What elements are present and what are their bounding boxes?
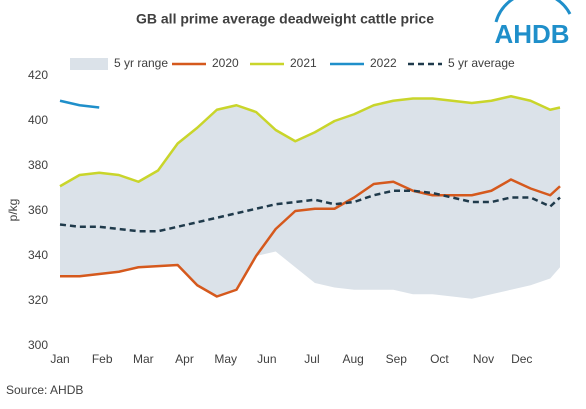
x-tick-label: Nov: [473, 352, 494, 366]
range-area: [60, 96, 560, 299]
y-tick-label: 400: [28, 113, 48, 127]
x-tick-label: Aug: [342, 352, 363, 366]
x-tick-label: Oct: [430, 352, 449, 366]
x-tick-label: Jan: [50, 352, 69, 366]
x-tick-label: Dec: [511, 352, 532, 366]
x-tick-label: May: [214, 352, 237, 366]
x-tick-label: Apr: [175, 352, 194, 366]
line-series: [59, 95, 561, 188]
legend-label: 2021: [290, 56, 317, 70]
x-tick-label: Mar: [133, 352, 154, 366]
line-series: [59, 189, 561, 233]
y-tick-label: 380: [28, 158, 48, 172]
line-series: [59, 99, 100, 109]
y-tick-label: 300: [28, 338, 48, 352]
x-tick-label: Sep: [386, 352, 408, 366]
y-tick-label: 420: [28, 68, 48, 82]
x-tick-label: Feb: [92, 352, 113, 366]
chart-title: GB all prime average deadweight cattle p…: [136, 11, 434, 27]
legend-label: 5 yr average: [448, 56, 515, 70]
y-tick-label: 320: [28, 293, 48, 307]
legend-swatch: [70, 58, 108, 70]
legend-label: 2020: [212, 56, 239, 70]
x-tick-label: Jul: [304, 352, 319, 366]
y-tick-label: 360: [28, 203, 48, 217]
x-tick-label: Jun: [257, 352, 276, 366]
legend-label: 5 yr range: [114, 56, 168, 70]
line-series: [60, 178, 561, 298]
logo: AHDB: [494, 19, 569, 49]
y-tick-label: 340: [28, 248, 48, 262]
source: Source: AHDB: [6, 383, 83, 397]
legend-label: 2022: [370, 56, 397, 70]
logo-arc: [494, 0, 572, 23]
y-axis-label: p/kg: [6, 199, 20, 222]
